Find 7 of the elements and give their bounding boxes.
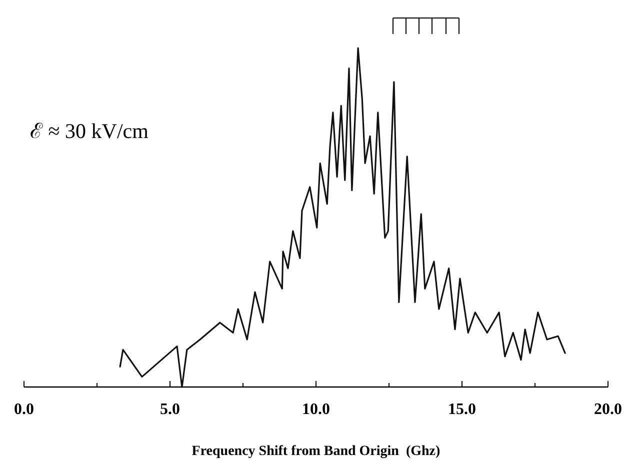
x-tick-label: 15.0 [448,401,476,418]
annotation: ℰ ≈ 30 kV/cm [30,119,148,143]
x-tick-label: 20.0 [594,401,622,418]
x-tick-label: 0.0 [14,401,34,418]
x-tick-label: 5.0 [160,401,180,418]
x-tick-label: 10.0 [302,401,330,418]
x-axis-title: Frequency Shift from Band Origin (Ghz) [192,444,441,459]
